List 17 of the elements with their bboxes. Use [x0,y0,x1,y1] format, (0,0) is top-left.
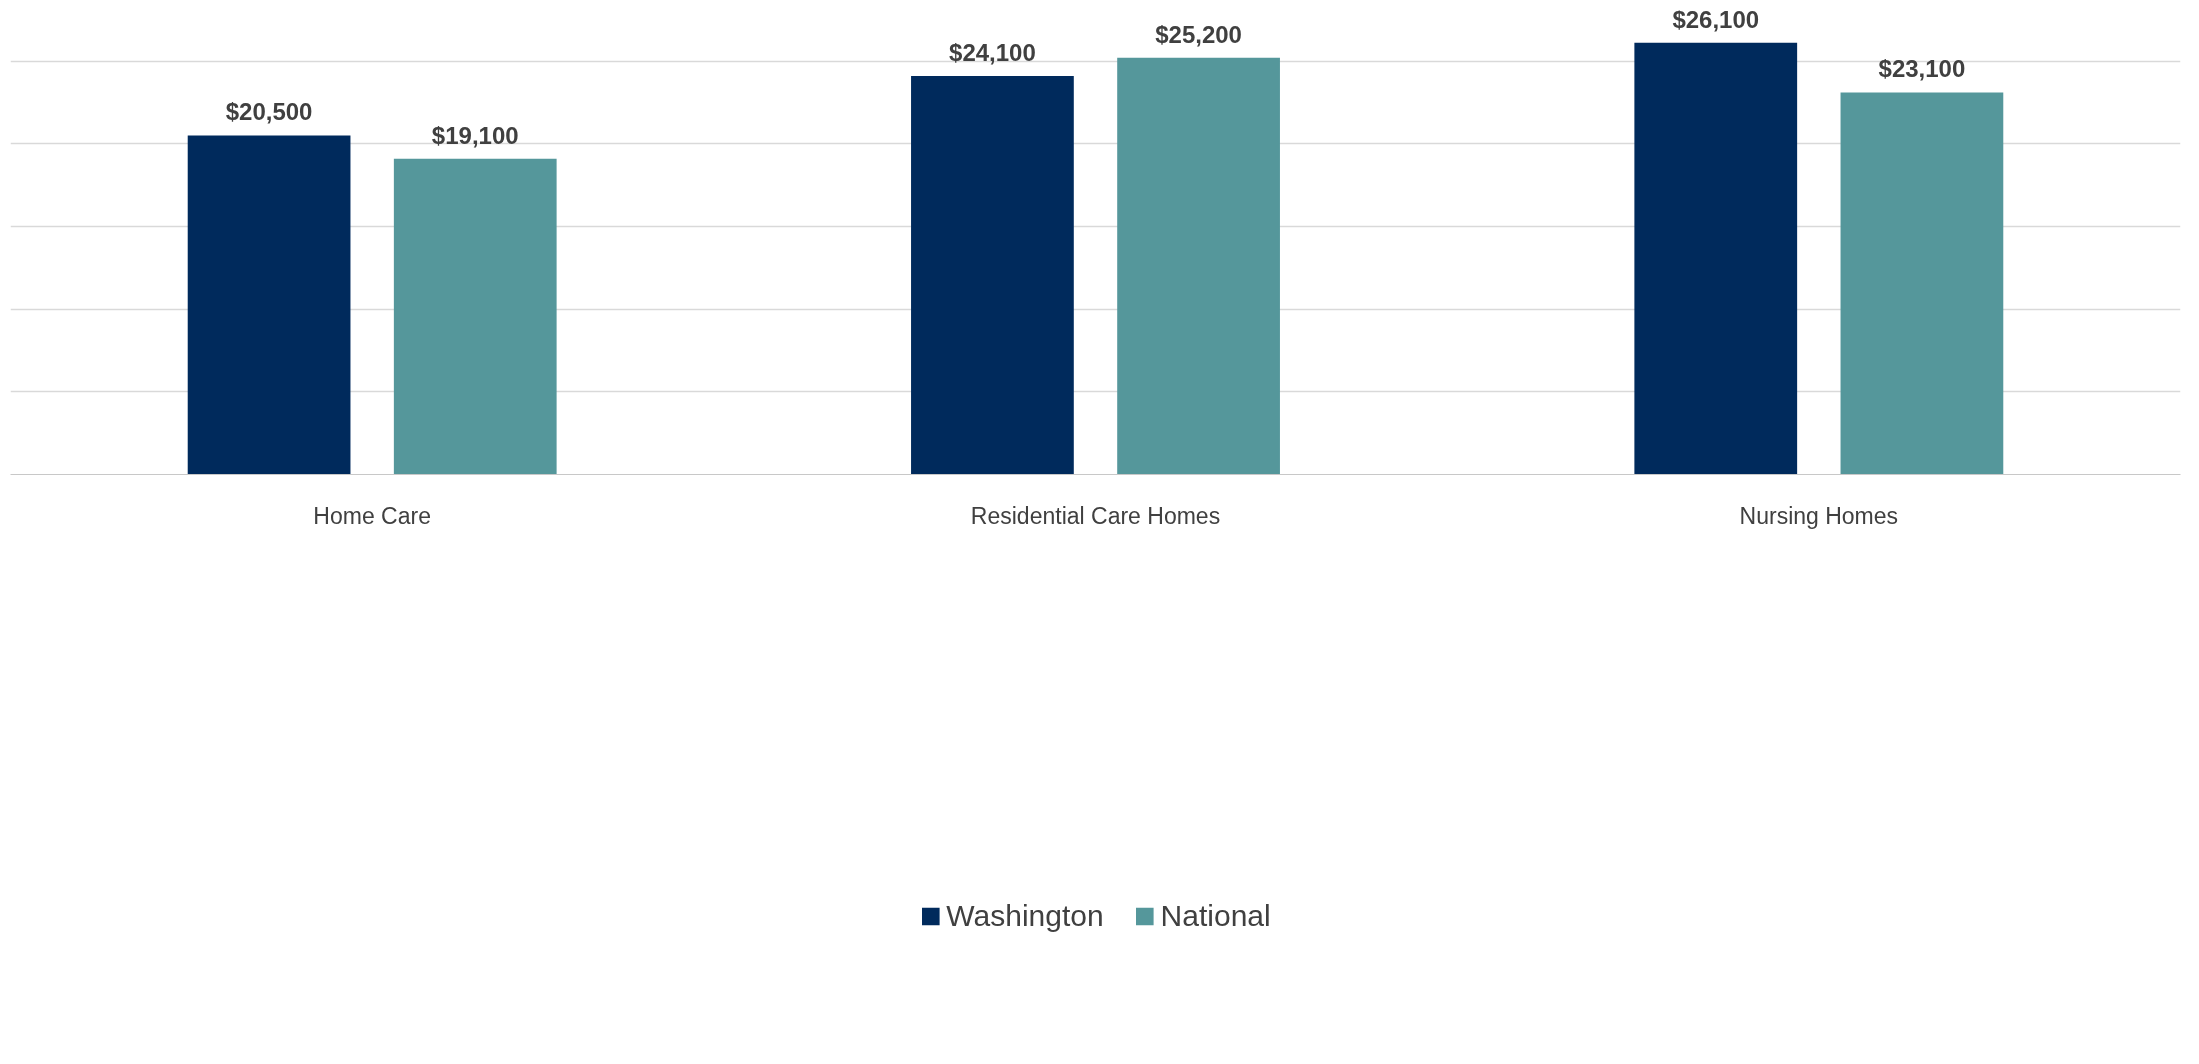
bar [187,135,351,475]
data-label: $19,100 [431,121,519,149]
bar [1840,92,2004,475]
x-tick-label: Nursing Homes [1739,502,1899,529]
data-label: $23,100 [1878,55,1966,83]
data-label: $26,100 [1672,5,1760,33]
bar [1634,42,1798,475]
legend-label: Washington [946,898,1104,933]
bar [393,158,557,475]
data-label: $20,500 [225,98,313,126]
data-label: $25,200 [1155,20,1242,48]
data-label: $24,100 [949,38,1036,66]
x-tick-label: Home Care [313,502,431,529]
x-tick-label: Residential Care Homes [970,502,1221,529]
legend-label: National [1160,898,1271,933]
bar [1117,57,1280,475]
bar [911,75,1074,475]
